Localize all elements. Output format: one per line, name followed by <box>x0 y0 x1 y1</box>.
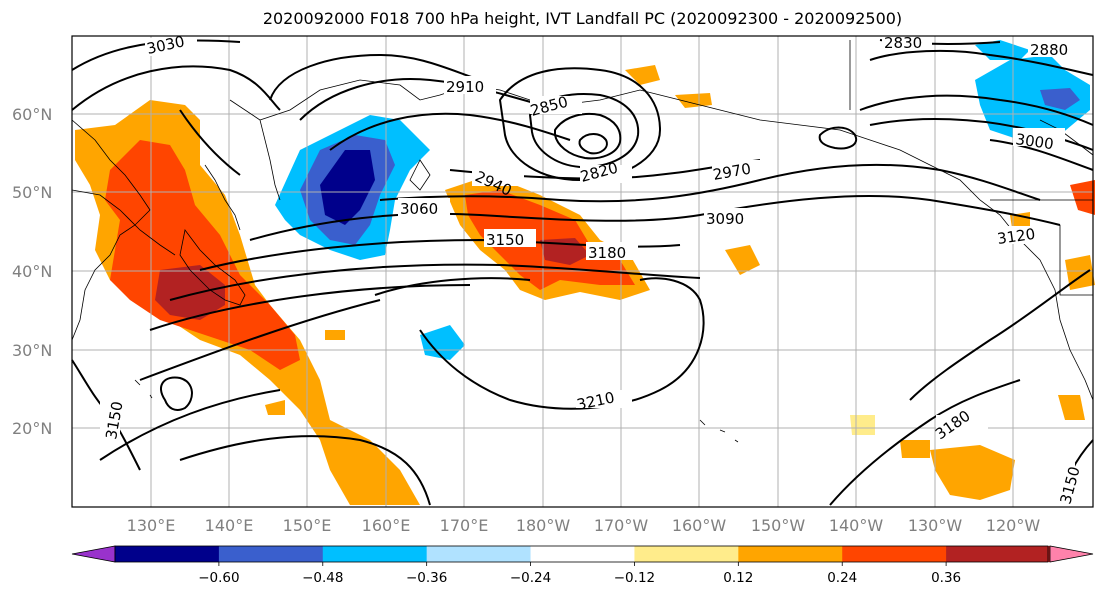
shade-negative-east <box>975 55 1090 140</box>
contour-labels: 3030 2910 2850 2880 2830 3000 2940 2970 … <box>100 32 1084 506</box>
latitude-labels: 60°N 50°N 40°N 30°N 20°N <box>12 105 52 438</box>
coastlines <box>71 40 1094 443</box>
contour-label: 3060 <box>400 200 438 218</box>
shade-pos-patch-12 <box>265 400 285 415</box>
shade-neg-max-kamchatka <box>320 150 375 225</box>
colorbar-frame <box>114 545 1049 563</box>
contour-label: 3150 <box>486 231 524 249</box>
ivt-shading <box>75 40 1095 505</box>
colorbar-extend-high <box>1049 545 1094 563</box>
lat-label: 60°N <box>12 105 52 124</box>
colorbar: −0.60 −0.48 −0.36 −0.24 −0.12 0.12 0.24 0.36 <box>71 545 1094 586</box>
contour-label: 3180 <box>588 244 626 262</box>
lon-label: 150°W <box>751 516 806 535</box>
colorbar-tick-label: −0.36 <box>406 570 447 586</box>
lon-label: 130°E <box>127 516 176 535</box>
colorbar-swatch <box>218 546 324 562</box>
lon-label: 160°E <box>362 516 411 535</box>
contour-label: 3000 <box>1014 130 1054 153</box>
shade-pos-patch-3 <box>725 245 760 275</box>
contour-label: 3180 <box>932 407 974 444</box>
contour-label: 3090 <box>706 210 744 228</box>
shade-pos-patch-9 <box>900 440 930 458</box>
shade-max-japan <box>155 265 225 320</box>
colorbar-tick-label: 0.36 <box>931 570 961 586</box>
colorbar-swatch <box>946 546 1051 562</box>
shade-pos-patch-5 <box>1058 395 1085 420</box>
contour-label: 2880 <box>1030 41 1068 59</box>
colorbar-tick-label: −0.12 <box>614 570 655 586</box>
shade-pos-patch-4 <box>930 445 1015 500</box>
lat-label: 30°N <box>12 341 52 360</box>
colorbar-tick-label: −0.60 <box>198 570 239 586</box>
colorbar-extend-low <box>71 545 116 563</box>
colorbar-swatch <box>530 546 635 562</box>
colorbar-tick-label: 0.24 <box>827 570 857 586</box>
colorbar-swatch <box>634 546 739 562</box>
shade-neg-strong-east <box>1040 88 1080 110</box>
colorbar-tick-label: −0.48 <box>302 570 343 586</box>
contour-label: 2830 <box>884 34 922 52</box>
lat-label: 40°N <box>12 262 52 281</box>
colorbar-swatch <box>115 546 220 562</box>
shade-pos-patch-11 <box>325 330 345 340</box>
shade-pos-patch-7 <box>1070 180 1095 215</box>
shade-strong-japan <box>105 140 300 370</box>
map-title: 2020092000 F018 700 hPa height, IVT Land… <box>262 9 903 28</box>
contour-label: 3120 <box>996 225 1036 248</box>
colorbar-swatch <box>842 546 947 562</box>
colorbar-swatch <box>322 546 428 562</box>
lon-label: 170°W <box>594 516 649 535</box>
colorbar-ticks: −0.60 −0.48 −0.36 −0.24 −0.12 0.12 0.24 0.36 <box>198 562 961 586</box>
colorbar-swatches <box>71 545 1094 563</box>
colorbar-tick-label: 0.12 <box>723 570 753 586</box>
lon-label: 140°W <box>829 516 884 535</box>
shade-pos-patch-1 <box>625 65 660 85</box>
shade-pos-patch-2 <box>675 93 712 108</box>
lat-label: 50°N <box>12 183 52 202</box>
lon-label: 140°E <box>205 516 254 535</box>
colorbar-tick-label: −0.24 <box>510 570 551 586</box>
colorbar-swatch <box>738 546 843 562</box>
shade-pos-patch-10 <box>850 415 875 435</box>
shade-negative-small <box>420 325 465 360</box>
lon-label: 160°W <box>672 516 727 535</box>
colorbar-swatch <box>426 546 532 562</box>
contour-label: 2910 <box>446 78 484 96</box>
height-contours <box>71 39 1094 506</box>
lon-label: 180°W <box>516 516 571 535</box>
longitude-labels: 130°E 140°E 150°E 160°E 170°E 180°W 170°… <box>127 516 1041 535</box>
lon-label: 170°E <box>440 516 489 535</box>
map-frame <box>71 35 1094 508</box>
lon-label: 150°E <box>283 516 332 535</box>
lat-label: 20°N <box>12 419 52 438</box>
lon-label: 120°W <box>986 516 1041 535</box>
lon-label: 130°W <box>908 516 963 535</box>
